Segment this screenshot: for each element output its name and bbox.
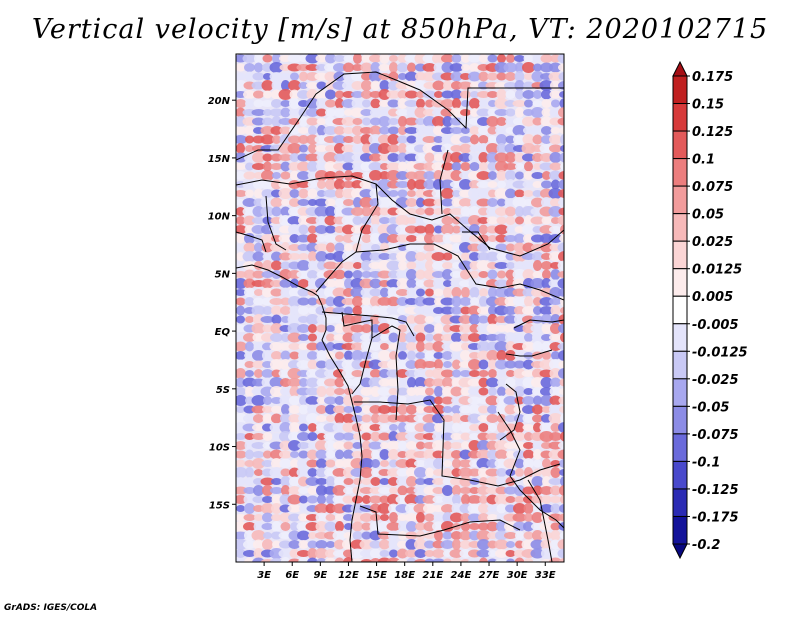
colorbar-swatch — [672, 268, 688, 297]
lat-tick-label: EQ — [215, 327, 231, 338]
lon-tick-label: 33E — [535, 570, 556, 581]
lon-tick-label: 3E — [257, 570, 271, 581]
longitude-axis: 3E 6E 9E 12E 15E 18E 21E 24E 27E 30E 33E — [257, 562, 556, 581]
lat-tick-label: 15S — [209, 500, 230, 511]
colorbar-arrow-top — [672, 60, 688, 77]
lat-tick-label: 5S — [216, 385, 230, 396]
colorbar-arrow-bottom — [672, 543, 688, 560]
vertical-velocity-field — [236, 54, 564, 562]
colorbar-swatch — [672, 130, 688, 160]
colorbar-swatch — [672, 323, 688, 352]
country-borders — [236, 71, 564, 562]
lon-tick-label: 30E — [507, 570, 528, 581]
colorbar-swatch — [672, 405, 688, 435]
lon-tick-label: 24E — [451, 570, 472, 581]
colorbar-label: 0.075 — [692, 180, 733, 195]
colorbar-swatch — [672, 75, 688, 105]
colorbar-label: -0.075 — [692, 428, 739, 443]
colorbar-label: -0.0125 — [692, 345, 748, 360]
coastline — [236, 264, 363, 562]
colorbar-swatch — [672, 185, 688, 215]
colorbar-label: 0.1 — [692, 153, 715, 168]
colorbar-label: 0.15 — [692, 98, 724, 113]
lon-tick-label: 15E — [366, 570, 387, 581]
colorbar-label: -0.05 — [692, 400, 729, 415]
colorbar: 0.175 0.15 0.125 0.1 0.075 0.05 0.025 0.0125 0.0… — [672, 60, 748, 560]
colorbar-label: 0.0125 — [692, 263, 742, 278]
lon-tick-label: 9E — [313, 570, 327, 581]
colorbar-swatch — [672, 488, 688, 517]
colorbar-label: -0.125 — [692, 483, 739, 498]
colorbar-label: -0.1 — [692, 455, 720, 470]
colorbar-label: 0.025 — [692, 235, 733, 250]
lat-tick-label: 10S — [209, 443, 230, 454]
colorbar-swatch — [672, 515, 688, 545]
plot-frame — [235, 53, 565, 563]
colorbar-label: 0.175 — [692, 70, 733, 85]
lat-tick-label: 5N — [215, 269, 231, 280]
colorbar-label: 0.005 — [692, 290, 733, 305]
colorbar-swatch — [672, 213, 688, 242]
grads-credit: GrADS: IGES/COLA — [4, 603, 98, 613]
lon-tick-label: 6E — [285, 570, 299, 581]
map-title: Vertical velocity [m/s] at 850hPa, VT: 2… — [31, 14, 769, 45]
colorbar-swatch — [672, 433, 688, 462]
colorbar-label: -0.025 — [692, 373, 739, 388]
colorbar-swatch — [672, 240, 688, 270]
colorbar-swatch — [672, 460, 688, 490]
lat-tick-label: 15N — [208, 154, 231, 165]
colorbar-swatch — [672, 378, 688, 407]
colorbar-label: -0.005 — [692, 318, 739, 333]
lat-tick-label: 10N — [208, 212, 231, 223]
colorbar-swatch — [672, 295, 688, 325]
lat-tick-label: 20N — [208, 96, 231, 107]
latitude-axis: 20N 15N 10N 5N EQ 5S 10S 15S — [208, 96, 236, 511]
lon-tick-label: 21E — [422, 570, 443, 581]
colorbar-swatch — [672, 103, 688, 132]
colorbar-label: 0.125 — [692, 125, 733, 140]
lon-tick-label: 12E — [338, 570, 359, 581]
colorbar-swatch — [672, 350, 688, 380]
colorbar-label: -0.2 — [692, 538, 720, 553]
colorbar-label: 0.05 — [692, 208, 724, 223]
colorbar-swatch — [672, 158, 688, 187]
lon-tick-label: 18E — [394, 570, 415, 581]
lon-tick-label: 27E — [479, 570, 500, 581]
colorbar-label: -0.175 — [692, 510, 739, 525]
